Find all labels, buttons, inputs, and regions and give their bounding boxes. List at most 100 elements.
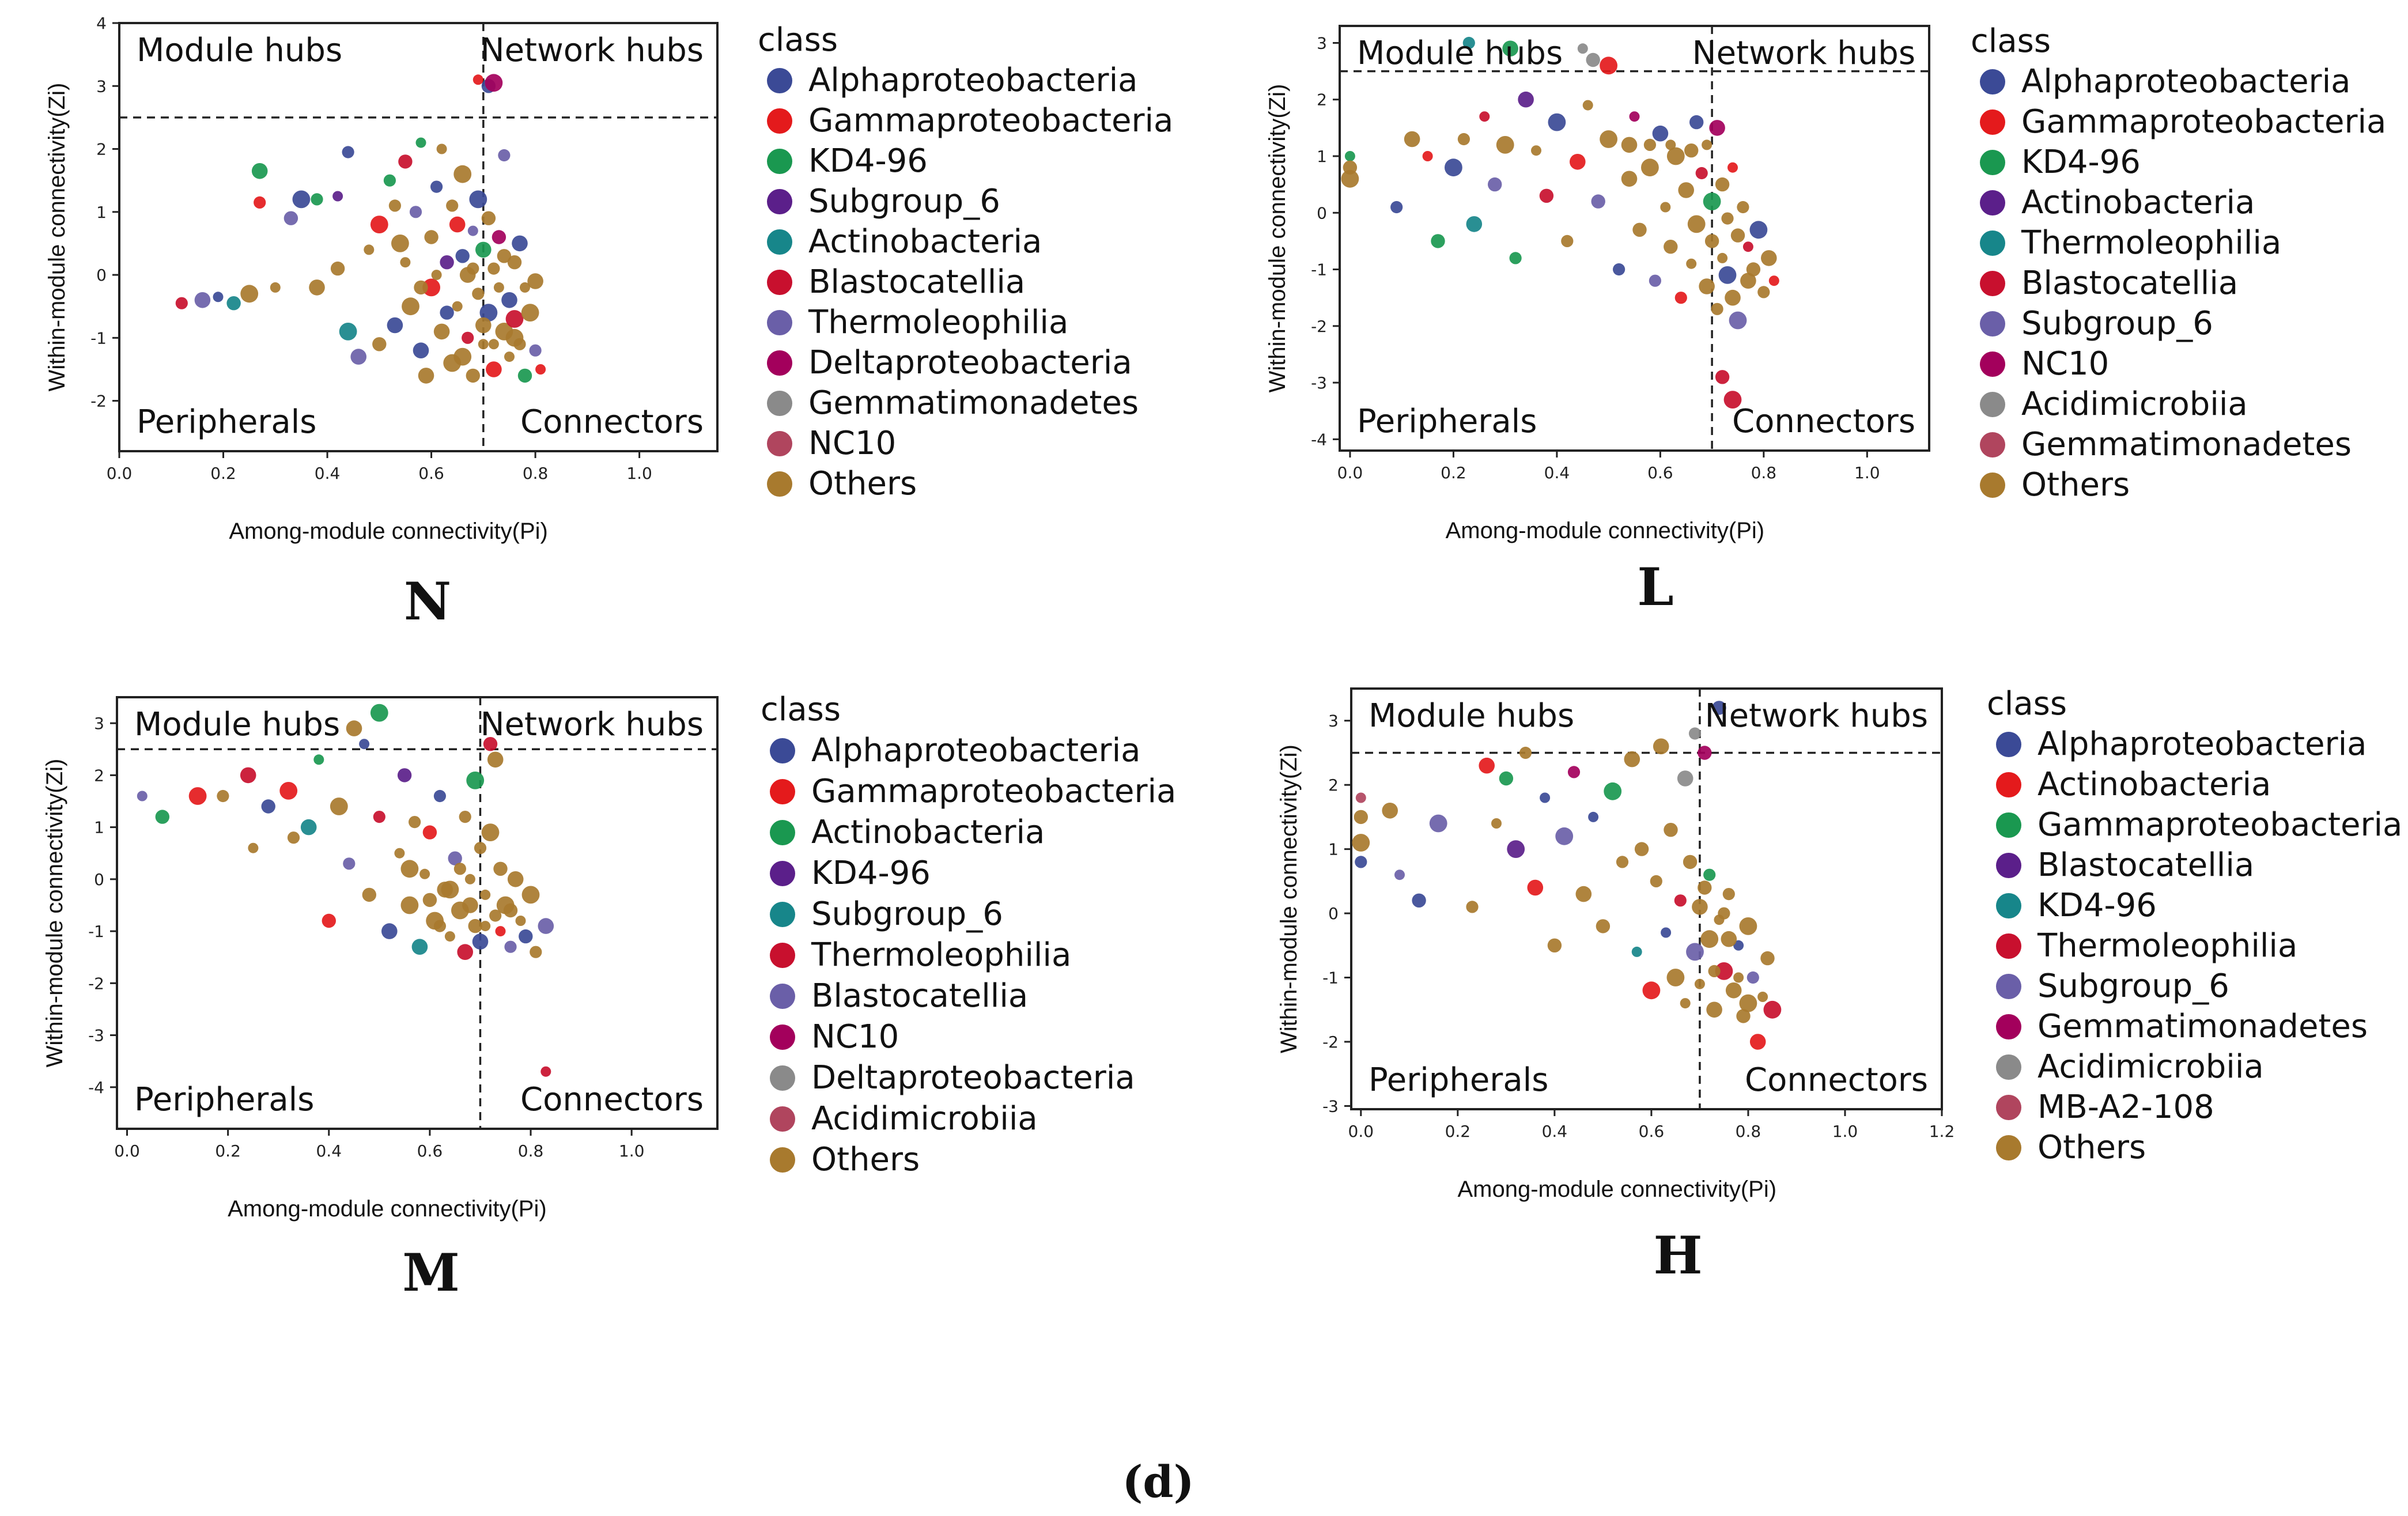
data-point: [1715, 962, 1733, 980]
y-tick-label: 2: [1328, 776, 1339, 795]
data-point: [1684, 143, 1699, 158]
y-axis-label: Within-module connectivity(Zi): [42, 759, 67, 1068]
data-point: [507, 871, 524, 887]
legend-entry-label: Others: [811, 1141, 920, 1178]
data-point: [1678, 182, 1694, 198]
data-point: [419, 868, 430, 879]
x-tick-label: 0.4: [1544, 463, 1570, 482]
data-point: [313, 754, 324, 765]
data-point: [1539, 188, 1554, 203]
data-point: [492, 230, 506, 244]
data-point: [1689, 115, 1704, 130]
data-point: [1737, 201, 1749, 214]
y-tick-label: 3: [1317, 33, 1327, 52]
legend-entry-label: Alphaproteobacteria: [2037, 725, 2367, 763]
y-tick-label: 0: [1328, 904, 1339, 923]
data-point: [1749, 1034, 1766, 1050]
data-point: [1582, 100, 1593, 111]
data-point: [1445, 158, 1462, 177]
legend-entry-label: Actinobacteria: [811, 814, 1045, 851]
data-point: [1382, 803, 1398, 819]
quadrant-label-network-hubs: Network hubs: [1692, 35, 1915, 72]
quadrant-label-peripherals: Peripherals: [137, 403, 316, 441]
legend-swatch: [1996, 1014, 2021, 1039]
data-point: [448, 851, 462, 865]
data-point: [1621, 137, 1638, 153]
data-point: [1570, 154, 1586, 170]
x-tick-label: 0.2: [1441, 463, 1466, 482]
x-axis-label: Among-module connectivity(Pi): [1446, 518, 1765, 543]
plot-frame: [118, 22, 719, 452]
y-tick-label: -4: [1311, 430, 1327, 449]
data-point: [504, 351, 515, 362]
quadrant-label-network-hubs: Network hubs: [1705, 697, 1928, 735]
legend-swatch: [767, 350, 792, 376]
data-point: [520, 282, 530, 293]
legend-swatch: [767, 431, 792, 456]
legend-swatch: [770, 1065, 795, 1091]
data-point: [488, 339, 499, 350]
data-point: [1763, 1000, 1782, 1019]
panel-letter: N: [404, 571, 451, 632]
legend-swatch: [1980, 311, 2005, 337]
data-point: [462, 897, 478, 913]
legend-swatch: [770, 738, 795, 763]
data-point: [1502, 40, 1518, 57]
panel-letter: H: [1653, 1225, 1702, 1286]
legend-entry-label: Alphaproteobacteria: [811, 732, 1140, 769]
legend-entry-label: Alphaproteobacteria: [808, 62, 1137, 99]
data-point: [1768, 275, 1779, 286]
data-point: [462, 331, 474, 344]
data-point: [270, 282, 281, 293]
data-point: [1725, 982, 1742, 999]
data-point: [1643, 138, 1656, 151]
data-point: [480, 921, 491, 932]
data-point: [538, 918, 554, 934]
data-point: [1649, 274, 1661, 287]
data-point: [261, 799, 275, 814]
data-point: [1479, 111, 1490, 122]
data-point: [137, 791, 148, 802]
data-point: [1664, 240, 1678, 254]
data-point: [474, 842, 487, 855]
data-point: [1760, 951, 1775, 966]
scatter-panel-H: 0.0 0.2 0.4 0.6 0.8 1.0 1.2 -3 -2 -1 0 1 2 3 Among-mod…: [1276, 685, 2402, 1286]
data-point: [1674, 292, 1687, 304]
legend-entry-label: Gammaproteobacteria: [2037, 806, 2402, 844]
data-point: [1548, 113, 1566, 131]
quadrant-label-module-hubs: Module hubs: [1357, 35, 1563, 72]
data-point: [409, 206, 422, 218]
data-point: [1600, 130, 1618, 148]
data-point: [1344, 151, 1355, 161]
data-point: [467, 225, 478, 236]
data-point: [1567, 766, 1581, 778]
data-point: [1757, 286, 1770, 298]
data-point: [1704, 234, 1719, 248]
data-point: [466, 368, 480, 383]
data-point: [1621, 171, 1638, 187]
data-point: [433, 789, 447, 803]
y-tick-label: -2: [1322, 1033, 1339, 1052]
legend-swatch: [1980, 432, 2005, 458]
data-point: [446, 199, 459, 212]
data-point: [469, 190, 487, 209]
data-point: [1404, 131, 1420, 148]
legend-swatch: [1996, 812, 2021, 838]
data-point: [1412, 893, 1426, 908]
data-point: [1577, 43, 1588, 54]
data-point: [1727, 162, 1738, 173]
legend-entry-label: Blastocatellia: [2037, 846, 2254, 884]
data-point: [1586, 52, 1600, 67]
x-tick-label: 1.0: [619, 1141, 645, 1160]
data-point: [1661, 927, 1672, 938]
y-tick-label: 2: [96, 140, 107, 159]
legend-swatch: [770, 1106, 795, 1132]
y-tick-label: 3: [96, 77, 107, 96]
x-axis-label: Among-module connectivity(Pi): [229, 519, 548, 544]
x-tick-label: 0.6: [418, 464, 444, 483]
x-tick-label: 0.4: [315, 464, 341, 483]
data-point: [397, 768, 412, 782]
legend-swatch: [1980, 150, 2005, 175]
data-point: [1634, 842, 1649, 856]
data-point: [1739, 994, 1757, 1012]
